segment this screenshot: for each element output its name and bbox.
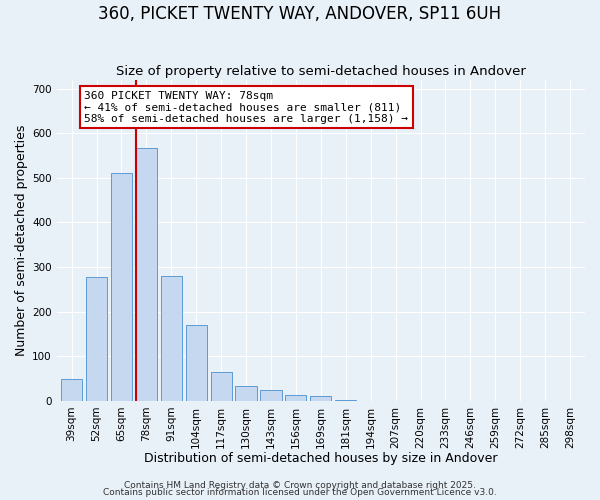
X-axis label: Distribution of semi-detached houses by size in Andover: Distribution of semi-detached houses by … (144, 452, 497, 465)
Text: Contains public sector information licensed under the Open Government Licence v3: Contains public sector information licen… (103, 488, 497, 497)
Bar (185, 325, 207, 401)
Text: 360 PICKET TWENTY WAY: 78sqm
← 41% of semi-detached houses are smaller (811)
58%: 360 PICKET TWENTY WAY: 78sqm ← 41% of se… (84, 91, 408, 124)
Bar (61, 378, 82, 401)
Bar (136, 148, 157, 401)
Bar (260, 390, 281, 401)
Bar (335, 400, 356, 401)
Bar (161, 276, 182, 401)
Text: 360, PICKET TWENTY WAY, ANDOVER, SP11 6UH: 360, PICKET TWENTY WAY, ANDOVER, SP11 6U… (98, 5, 502, 23)
Bar (286, 396, 307, 401)
Title: Size of property relative to semi-detached houses in Andover: Size of property relative to semi-detach… (116, 66, 526, 78)
Bar (111, 174, 132, 401)
Bar (235, 386, 257, 401)
Y-axis label: Number of semi-detached properties: Number of semi-detached properties (15, 124, 28, 356)
Bar (211, 372, 232, 401)
Bar (86, 277, 107, 401)
Bar (310, 396, 331, 401)
Text: Contains HM Land Registry data © Crown copyright and database right 2025.: Contains HM Land Registry data © Crown c… (124, 480, 476, 490)
